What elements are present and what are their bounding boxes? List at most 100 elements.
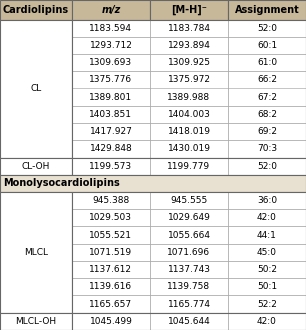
Bar <box>72 19 150 37</box>
Text: 945.555: 945.555 <box>170 196 207 205</box>
Text: 70:3: 70:3 <box>257 145 277 153</box>
Text: 50:2: 50:2 <box>257 265 277 274</box>
Text: Assignment: Assignment <box>235 5 299 15</box>
Bar <box>72 313 306 330</box>
Bar <box>150 192 228 209</box>
Text: 1137.743: 1137.743 <box>167 265 211 274</box>
Text: 1375.972: 1375.972 <box>167 75 211 84</box>
Text: MLCL-OH: MLCL-OH <box>15 317 57 326</box>
Bar <box>150 261 228 278</box>
Bar <box>72 19 306 157</box>
Bar <box>150 0 228 19</box>
Bar <box>72 106 150 123</box>
Bar <box>72 123 150 140</box>
Bar <box>0 0 72 19</box>
Bar <box>150 157 228 175</box>
Bar <box>72 192 150 209</box>
Text: 945.388: 945.388 <box>92 196 129 205</box>
Bar <box>228 19 306 37</box>
Text: 1029.503: 1029.503 <box>89 214 132 222</box>
Text: Cardiolipins: Cardiolipins <box>3 5 69 15</box>
Bar <box>0 192 72 313</box>
Bar <box>72 37 150 54</box>
Text: 1389.988: 1389.988 <box>167 93 211 102</box>
Bar <box>72 244 150 261</box>
Bar <box>150 313 228 330</box>
Text: 42:0: 42:0 <box>257 317 277 326</box>
Text: 1055.664: 1055.664 <box>167 231 211 240</box>
Bar <box>150 106 228 123</box>
Bar <box>72 313 150 330</box>
Text: CL: CL <box>30 84 42 93</box>
Text: 67:2: 67:2 <box>257 93 277 102</box>
Text: 1055.521: 1055.521 <box>89 231 132 240</box>
Text: CL-OH: CL-OH <box>22 162 50 171</box>
Bar <box>0 313 72 330</box>
Text: 50:1: 50:1 <box>257 282 277 291</box>
Text: 1418.019: 1418.019 <box>167 127 211 136</box>
Text: 66:2: 66:2 <box>257 75 277 84</box>
Text: 1045.499: 1045.499 <box>89 317 132 326</box>
Bar <box>228 157 306 175</box>
Text: 1430.019: 1430.019 <box>167 145 211 153</box>
Text: 1293.894: 1293.894 <box>167 41 211 50</box>
Bar <box>150 226 228 244</box>
Bar <box>72 54 150 71</box>
Bar <box>228 88 306 106</box>
Bar <box>72 0 150 19</box>
Bar <box>0 175 306 192</box>
Bar <box>72 209 150 226</box>
Text: 1389.801: 1389.801 <box>89 93 132 102</box>
Text: 52:2: 52:2 <box>257 300 277 309</box>
Text: 1199.573: 1199.573 <box>89 162 132 171</box>
Bar <box>228 0 306 19</box>
Bar <box>150 19 228 37</box>
Bar <box>228 192 306 209</box>
Text: 1137.612: 1137.612 <box>89 265 132 274</box>
Bar <box>228 54 306 71</box>
Bar <box>72 261 150 278</box>
Bar <box>72 226 150 244</box>
Bar <box>228 295 306 313</box>
Bar <box>72 295 150 313</box>
Text: 1309.693: 1309.693 <box>89 58 132 67</box>
Text: 45:0: 45:0 <box>257 248 277 257</box>
Bar <box>72 88 150 106</box>
Bar <box>228 106 306 123</box>
Bar <box>150 278 228 295</box>
Text: 1404.003: 1404.003 <box>167 110 211 119</box>
Bar <box>228 71 306 88</box>
Bar <box>72 278 150 295</box>
Bar <box>150 88 228 106</box>
Text: 1165.657: 1165.657 <box>89 300 132 309</box>
Bar <box>228 37 306 54</box>
Text: 36:0: 36:0 <box>257 196 277 205</box>
Bar <box>150 54 228 71</box>
Text: 1045.644: 1045.644 <box>168 317 210 326</box>
Text: 60:1: 60:1 <box>257 41 277 50</box>
Bar <box>228 140 306 157</box>
Bar <box>150 123 228 140</box>
Text: 1071.519: 1071.519 <box>89 248 132 257</box>
Bar <box>72 140 150 157</box>
Bar <box>150 71 228 88</box>
Text: 1199.779: 1199.779 <box>167 162 211 171</box>
Bar <box>150 295 228 313</box>
Bar <box>150 37 228 54</box>
Bar <box>228 226 306 244</box>
Bar <box>228 278 306 295</box>
Text: 52:0: 52:0 <box>257 24 277 33</box>
Text: 1029.649: 1029.649 <box>167 214 211 222</box>
Text: 69:2: 69:2 <box>257 127 277 136</box>
Text: 1309.925: 1309.925 <box>167 58 211 67</box>
Bar <box>0 19 72 157</box>
Text: 1183.594: 1183.594 <box>89 24 132 33</box>
Text: 52:0: 52:0 <box>257 162 277 171</box>
Text: 61:0: 61:0 <box>257 58 277 67</box>
Bar <box>72 157 150 175</box>
Text: [M-H]⁻: [M-H]⁻ <box>171 5 207 15</box>
Bar <box>228 123 306 140</box>
Text: 1375.776: 1375.776 <box>89 75 132 84</box>
Text: 1139.758: 1139.758 <box>167 282 211 291</box>
Text: 1429.848: 1429.848 <box>90 145 132 153</box>
